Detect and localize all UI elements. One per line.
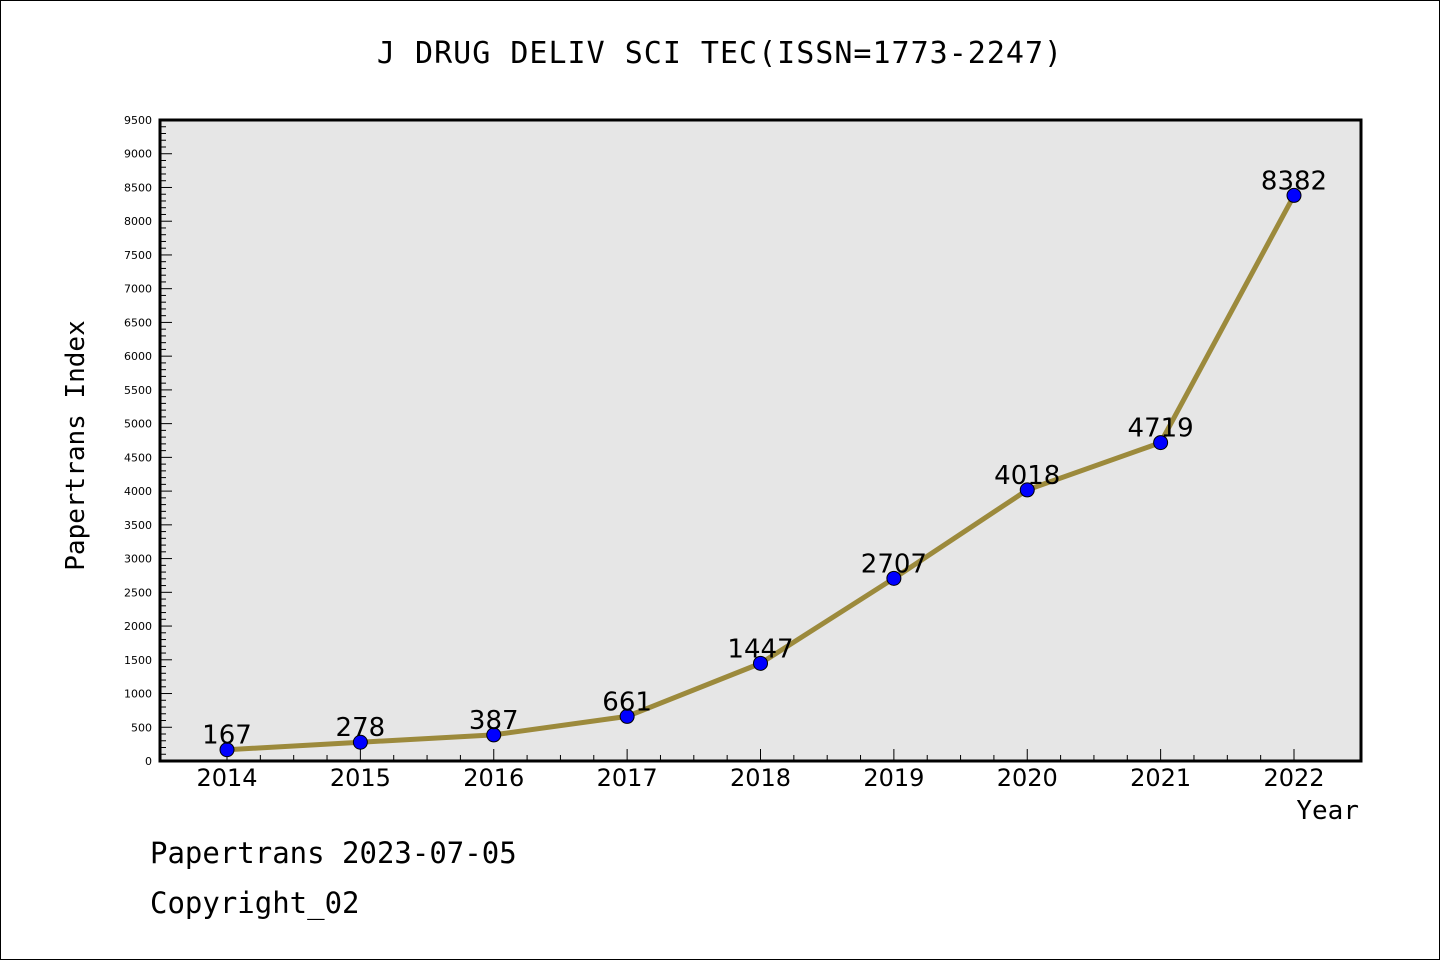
- data-label: 4719: [1128, 414, 1194, 444]
- y-tick-label: 5500: [124, 384, 152, 397]
- y-tick-label: 6500: [124, 316, 152, 329]
- y-tick-label: 7500: [124, 249, 152, 262]
- y-tick-label: 7000: [124, 283, 152, 296]
- y-tick-label: 6000: [124, 350, 152, 363]
- data-point: [886, 570, 902, 586]
- y-tick-label: 4500: [124, 451, 152, 464]
- data-point: [1286, 187, 1302, 203]
- x-tick-label: 2019: [863, 764, 924, 792]
- y-tick-label: 8500: [124, 181, 152, 194]
- data-point: [486, 727, 502, 743]
- chart-title: J DRUG DELIV SCI TEC(ISSN=1773-2247): [376, 36, 1064, 71]
- y-axis-label: Papertrans Index: [61, 320, 91, 570]
- x-tick-label: 2022: [1263, 764, 1324, 792]
- x-tick-label: 2014: [196, 764, 257, 792]
- y-tick-label: 5000: [124, 418, 152, 431]
- x-tick-label: 2021: [1130, 764, 1191, 792]
- y-tick-label: 3000: [124, 553, 152, 566]
- data-point: [1153, 435, 1169, 451]
- x-tick-label: 2020: [997, 764, 1058, 792]
- data-label: 2707: [861, 549, 927, 579]
- plot-frame: [158, 118, 1363, 763]
- x-tick-label: 2015: [330, 764, 391, 792]
- y-tick-label: 2500: [124, 586, 152, 599]
- y-tick-label: 9000: [124, 148, 152, 161]
- x-tick-label: 2016: [463, 764, 524, 792]
- data-label: 387: [469, 706, 519, 736]
- data-point: [219, 742, 235, 758]
- y-tick-label: 1000: [124, 688, 152, 701]
- x-axis-label: Year: [1296, 796, 1359, 826]
- data-label: 4018: [994, 461, 1060, 491]
- y-tick-label: 9500: [124, 114, 152, 127]
- data-point: [753, 655, 768, 671]
- data-label: 167: [202, 721, 252, 751]
- data-point: [619, 708, 635, 724]
- y-tick-label: 0: [145, 755, 152, 768]
- x-tick-label: 2017: [597, 764, 658, 792]
- data-label: 661: [602, 687, 652, 717]
- y-tick-label: 500: [131, 721, 152, 734]
- data-point: [352, 734, 368, 750]
- y-tick-label: 2000: [124, 620, 152, 633]
- x-tick-label: 2018: [730, 764, 791, 792]
- data-label: 8382: [1261, 166, 1327, 196]
- footer-copyright: Copyright_02: [150, 886, 360, 920]
- data-label: 1447: [727, 634, 793, 664]
- y-tick-label: 4000: [124, 485, 152, 498]
- y-tick-label: 1500: [124, 654, 152, 667]
- data-label: 278: [336, 713, 386, 743]
- y-tick-label: 8000: [124, 215, 152, 228]
- data-point: [1019, 482, 1035, 498]
- footer-date: Papertrans 2023-07-05: [150, 836, 517, 870]
- y-tick-label: 3500: [124, 519, 152, 532]
